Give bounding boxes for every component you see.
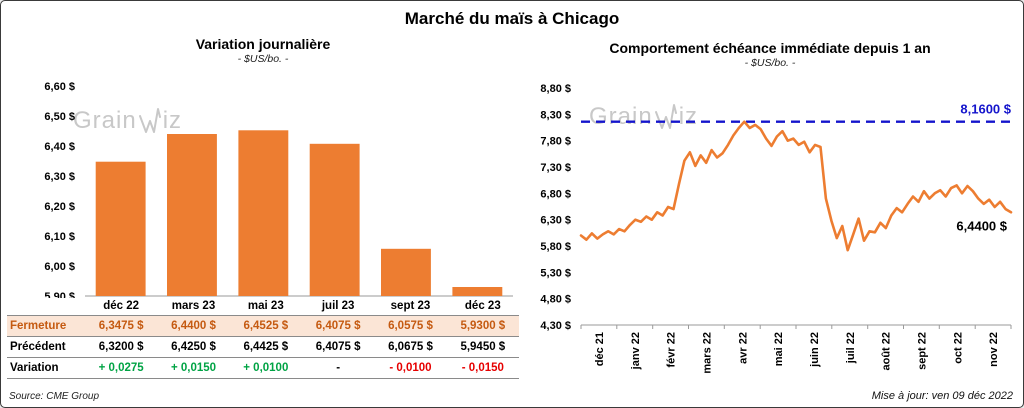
bar-chart: 5,90 $ 6,00 $ 6,10 $ 6,20 $ 6,30 $ 6,40 $ 6,50…	[44, 81, 513, 298]
line-chart-subtitle: - $US/bo. -	[744, 57, 796, 69]
svg-text:5,30 $: 5,30 $	[540, 267, 571, 279]
table-header-cell: juil 23	[301, 298, 375, 316]
svg-text:6,60 $: 6,60 $	[44, 81, 75, 93]
table-cell: 6,0675 $	[374, 336, 447, 358]
table-cell: + 0,0100	[229, 357, 302, 379]
table-cell: 6,0575 $	[374, 315, 447, 337]
price-table: déc 22 mars 23 mai 23 juil 23 sept 23 déc 23 F…	[7, 298, 519, 379]
svg-text:5,90 $: 5,90 $	[44, 291, 75, 298]
svg-text:4,30 $: 4,30 $	[540, 320, 571, 332]
table-cell: 6,4525 $	[229, 315, 302, 337]
table-cell: + 0,0150	[157, 357, 230, 379]
table-row: Précédent 6,3200 $6,4250 $6,4425 $6,4075 …	[7, 336, 519, 358]
row-label: Précédent	[7, 336, 85, 358]
svg-text:6,50 $: 6,50 $	[44, 111, 75, 123]
svg-text:nov 22: nov 22	[988, 332, 1000, 367]
svg-text:5,80 $: 5,80 $	[540, 241, 571, 253]
svg-text:6,40 $: 6,40 $	[44, 141, 75, 153]
svg-text:7,80 $: 7,80 $	[540, 136, 571, 148]
table-cell: 6,4075 $	[301, 315, 375, 337]
table-cell: 6,3200 $	[85, 336, 158, 358]
svg-text:6,30 $: 6,30 $	[540, 215, 571, 227]
svg-text:févr 22: févr 22	[666, 332, 678, 367]
row-label: Variation	[7, 357, 85, 379]
table-cell: + 0,0275	[85, 357, 158, 379]
svg-text:6,10 $: 6,10 $	[44, 231, 75, 243]
svg-text:janv 22: janv 22	[630, 332, 642, 370]
svg-text:oct 22: oct 22	[952, 332, 964, 364]
front-month-panel: Comportement échéance immédiate depuis 1…	[521, 39, 1019, 382]
bar-chart-title: Variation journalière	[195, 36, 331, 52]
line-chart: 4,30 $ 4,80 $ 5,30 $ 5,80 $ 6,30 $ 6,80 $ 7,30…	[540, 83, 1013, 374]
svg-text:sept 22: sept 22	[916, 332, 928, 370]
svg-text:6,4400 $: 6,4400 $	[956, 218, 1007, 233]
table-cell: 6,4400 $	[157, 315, 230, 337]
table-header-cell: mars 23	[157, 298, 230, 316]
svg-text:juin 22: juin 22	[809, 332, 821, 368]
svg-text:avr 22: avr 22	[737, 332, 749, 364]
svg-text:6,00 $: 6,00 $	[44, 261, 75, 273]
svg-text:8,1600 $: 8,1600 $	[960, 102, 1011, 117]
table-header-row: déc 22 mars 23 mai 23 juil 23 sept 23 déc 23	[7, 298, 519, 316]
svg-text:8,80 $: 8,80 $	[540, 83, 571, 95]
update-note: Mise à jour: ven 09 déc 2022	[871, 390, 1013, 402]
svg-text:6,30 $: 6,30 $	[44, 171, 75, 183]
svg-text:juil 22: juil 22	[845, 332, 857, 364]
table-header-cell: mai 23	[229, 298, 302, 316]
svg-text:6,20 $: 6,20 $	[44, 201, 75, 213]
table-cell: 5,9300 $	[446, 315, 519, 337]
bar-chart-subtitle: - $US/bo. -	[237, 53, 289, 65]
table-cell: 6,4075 $	[301, 336, 375, 358]
svg-text:4,80 $: 4,80 $	[540, 294, 571, 306]
table-cell: -	[301, 357, 375, 379]
page-title: Marché du maïs à Chicago	[404, 9, 620, 28]
svg-text:mars 22: mars 22	[701, 332, 713, 374]
table-header-cell: déc 23	[446, 298, 519, 316]
table-cell: 5,9450 $	[446, 336, 519, 358]
source-note: Source: CME Group	[9, 391, 100, 402]
table-header-cell: déc 22	[85, 298, 158, 316]
svg-text:déc 21: déc 21	[594, 332, 606, 366]
svg-text:7,30 $: 7,30 $	[540, 162, 571, 174]
svg-text:août 22: août 22	[881, 332, 893, 371]
row-label: Fermeture	[7, 315, 85, 337]
grainwiz-watermark: Grain iz	[589, 103, 699, 130]
table-row: Variation + 0,0275 + 0,0150 + 0,0100- - 0,01…	[7, 357, 519, 379]
svg-text:mai 22: mai 22	[773, 332, 785, 366]
table-cell: 6,4425 $	[229, 336, 302, 358]
table-header-cell: sept 23	[374, 298, 447, 316]
zigzag-w-icon	[654, 104, 677, 129]
grainwiz-watermark: Grain iz	[73, 107, 183, 134]
table-cell: 6,3475 $	[85, 315, 158, 337]
daily-variation-panel: Variation journalière - $US/bo. - 5,90 $…	[7, 35, 519, 379]
svg-text:8,30 $: 8,30 $	[540, 109, 571, 121]
line-chart-title: Comportement échéance immédiate depuis 1…	[609, 40, 931, 56]
table-cell: - 0,0150	[446, 357, 519, 379]
zigzag-w-icon	[138, 108, 161, 133]
table-row: Fermeture 6,3475 $6,4400 $6,4525 $6,4075 …	[7, 315, 519, 337]
table-cell: - 0,0100	[374, 357, 447, 379]
svg-text:6,80 $: 6,80 $	[540, 188, 571, 200]
table-cell: 6,4250 $	[157, 336, 230, 358]
